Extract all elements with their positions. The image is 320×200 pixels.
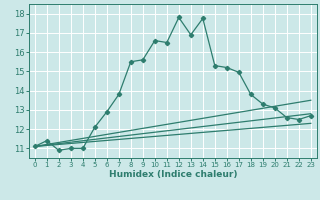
X-axis label: Humidex (Indice chaleur): Humidex (Indice chaleur) bbox=[108, 170, 237, 179]
